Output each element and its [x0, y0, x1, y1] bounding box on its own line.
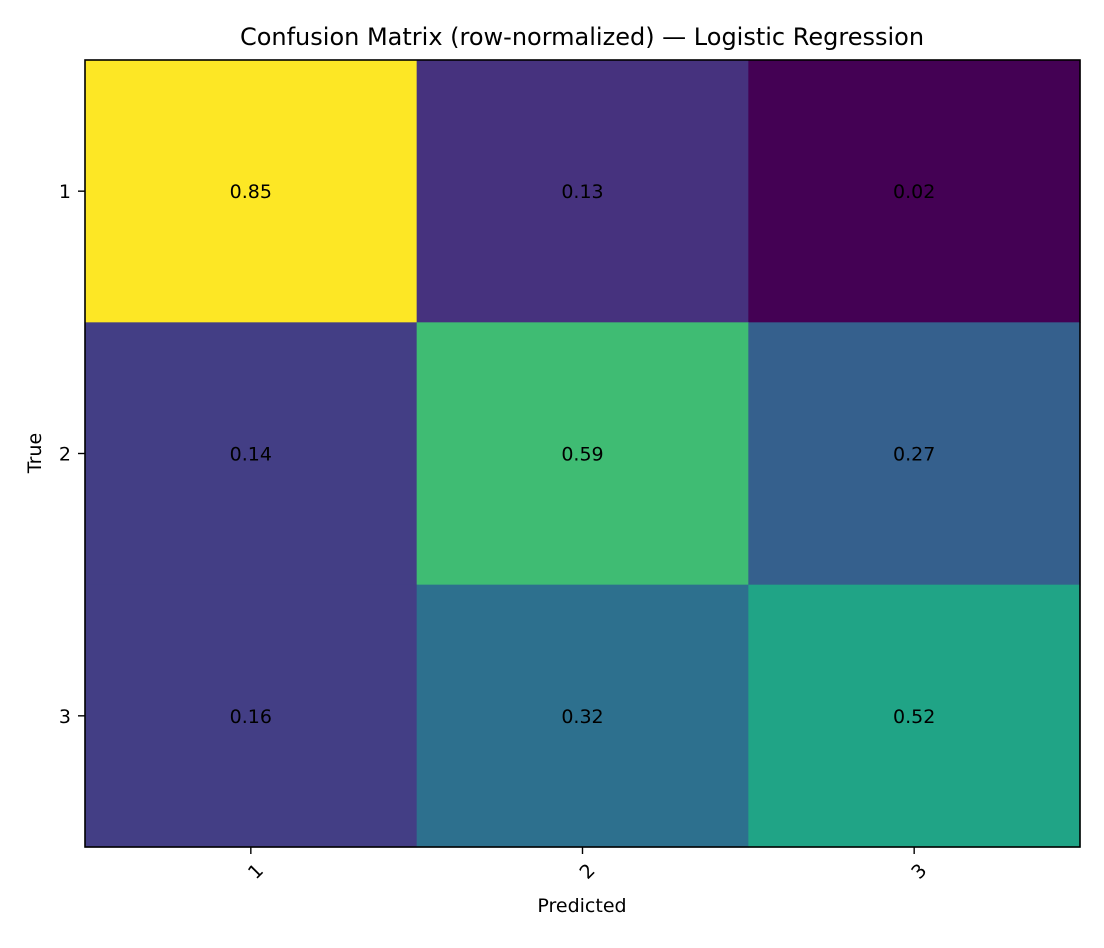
cell-value-label: 0.59 — [561, 444, 603, 466]
y-axis-ticks: 1 2 3 — [59, 181, 85, 728]
cell-value-label: 0.52 — [893, 706, 935, 728]
cell-value-label: 0.02 — [893, 181, 935, 203]
heatmap-cell-r1-c1 — [85, 60, 418, 323]
cell-value-label: 0.32 — [561, 706, 603, 728]
chart-title: Confusion Matrix (row-normalized) — Logi… — [240, 23, 924, 51]
cell-value-labels: 0.85 0.13 0.02 0.14 0.59 0.27 0.16 0.32 0.52 — [230, 181, 936, 728]
heatmap-cells — [85, 60, 1081, 848]
x-tick-label: 1 — [244, 860, 268, 884]
heatmap-cell-r1-c2 — [416, 60, 749, 323]
heatmap-cell-r3-c3 — [748, 584, 1081, 848]
cell-value-label: 0.27 — [893, 444, 935, 466]
x-axis-ticks: 1 2 3 — [244, 847, 931, 884]
x-axis-label: Predicted — [537, 895, 626, 917]
heatmap-cell-r1-c3 — [748, 60, 1081, 323]
heatmap-cell-r2-c1 — [85, 322, 418, 586]
y-tick-label: 2 — [59, 444, 71, 466]
cell-value-label: 0.85 — [230, 181, 272, 203]
heatmap-cell-r3-c1 — [85, 584, 418, 848]
heatmap-cell-r2-c2 — [416, 322, 749, 586]
y-tick-label: 3 — [59, 706, 71, 728]
heatmap-cell-r2-c3 — [748, 322, 1081, 586]
y-tick-label: 1 — [59, 181, 71, 203]
y-axis-label: True — [24, 433, 46, 474]
cell-value-label: 0.13 — [561, 181, 603, 203]
cell-value-label: 0.14 — [230, 444, 272, 466]
x-tick-label: 3 — [907, 860, 931, 884]
heatmap-cell-r3-c2 — [416, 584, 749, 848]
x-tick-label: 2 — [576, 860, 600, 884]
cell-value-label: 0.16 — [230, 706, 272, 728]
